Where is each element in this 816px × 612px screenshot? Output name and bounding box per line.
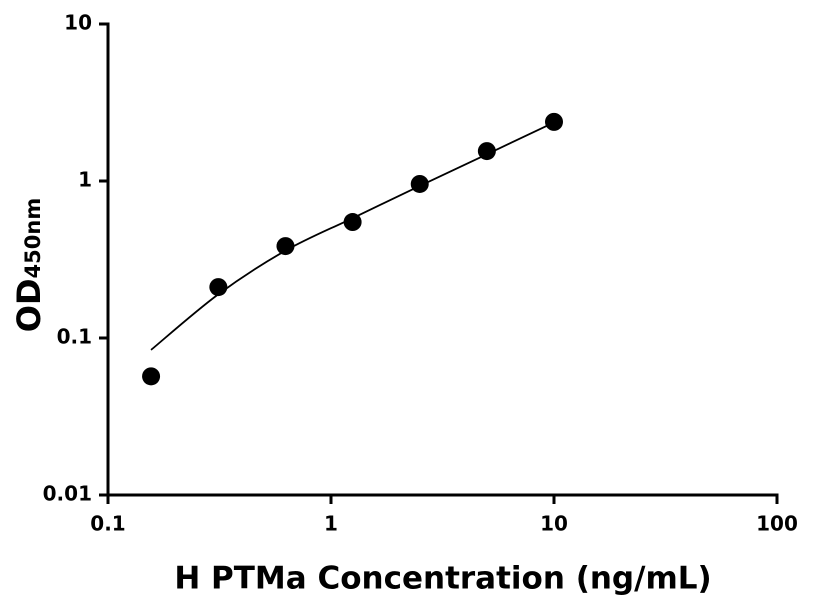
data-point bbox=[477, 142, 496, 161]
data-point bbox=[276, 237, 295, 256]
y-tick-label: 0.01 bbox=[43, 482, 92, 506]
x-axis-title: H PTMa Concentration (ng/mL) bbox=[174, 561, 711, 597]
x-tick-label: 0.1 bbox=[90, 512, 125, 536]
y-axis-title-subscript: 450nm bbox=[21, 198, 45, 279]
data-point bbox=[142, 367, 161, 386]
x-tick-label: 100 bbox=[756, 512, 798, 536]
y-tick-label: 0.1 bbox=[57, 325, 92, 349]
data-point bbox=[410, 174, 429, 193]
data-point bbox=[545, 112, 563, 131]
data-point bbox=[343, 213, 362, 232]
y-axis-title: OD450nm bbox=[10, 198, 48, 332]
data-point bbox=[209, 278, 228, 297]
x-tick-label: 1 bbox=[324, 512, 338, 536]
y-tick-label: 10 bbox=[64, 11, 92, 35]
x-tick-label: 10 bbox=[540, 512, 568, 536]
y-tick-label: 1 bbox=[78, 168, 92, 192]
y-axis-title-main: OD bbox=[10, 278, 48, 332]
